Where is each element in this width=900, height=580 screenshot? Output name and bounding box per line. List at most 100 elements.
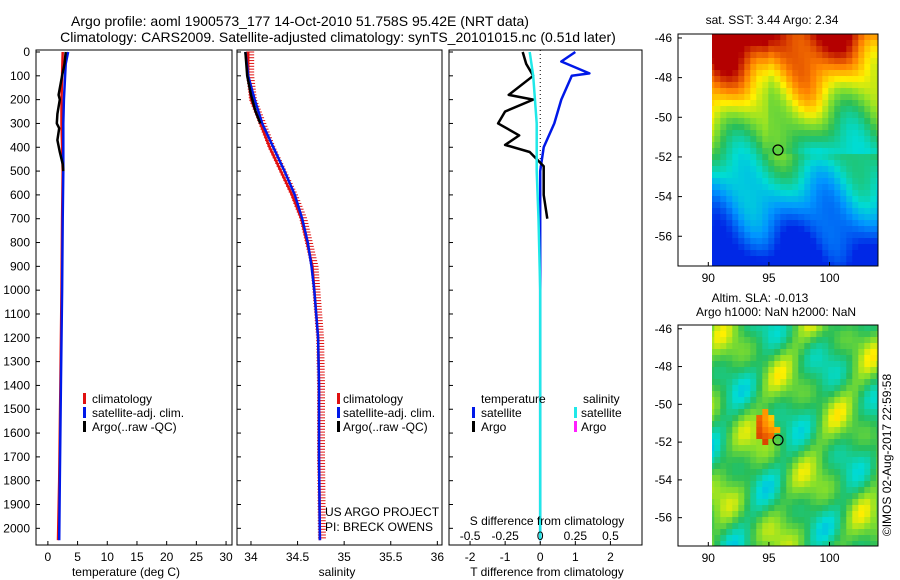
map-cell [768, 373, 775, 380]
map-cell [846, 511, 853, 518]
map-cell [786, 208, 793, 215]
map-cell [828, 142, 835, 149]
map-cell [870, 451, 877, 458]
map-cell [714, 190, 721, 197]
map-cell [816, 379, 823, 386]
map-cell [744, 511, 751, 518]
map-cell [828, 439, 835, 446]
map-cell [768, 325, 775, 332]
map-cell [780, 262, 787, 266]
map-cell [798, 517, 805, 524]
map-cell [732, 385, 739, 392]
map-cell [798, 397, 805, 404]
map-cell [786, 379, 793, 386]
map-cell [712, 250, 715, 257]
map-cell [828, 214, 835, 221]
map-cell [828, 391, 835, 398]
map-cell [870, 160, 877, 167]
map-cell [804, 439, 811, 446]
map-cell [714, 202, 721, 209]
map-cell [774, 88, 781, 95]
map-cell [712, 70, 715, 77]
map-cell [864, 403, 871, 410]
map-cell [864, 385, 871, 392]
map-cell [840, 457, 847, 464]
map-cell [810, 262, 817, 266]
map-cell [792, 379, 799, 386]
map-cell [732, 421, 739, 428]
map-cell [712, 148, 715, 155]
map-cell [798, 469, 805, 476]
map-cell [720, 154, 727, 161]
map-cell [828, 325, 835, 332]
map-cell [822, 184, 829, 191]
map-cell [714, 541, 721, 546]
map-cell [712, 178, 715, 185]
map-cell [732, 481, 739, 488]
map-cell [762, 331, 769, 338]
map-cell [798, 202, 805, 209]
map-cell [846, 343, 853, 350]
map-cell [846, 244, 853, 251]
map-cell [780, 178, 787, 185]
map-cell [762, 238, 769, 245]
map-cell [852, 409, 859, 416]
map-cell [780, 367, 787, 374]
map-cell [840, 34, 847, 41]
map-cell [798, 160, 805, 167]
map-cell [780, 349, 787, 356]
map-cell [732, 184, 739, 191]
map-cell [774, 94, 781, 101]
map-cell [810, 34, 817, 41]
map-cell [774, 190, 781, 197]
map-cell [828, 172, 835, 179]
map-cell [852, 40, 859, 47]
map-cell [786, 337, 793, 344]
map-cell [810, 349, 817, 356]
map-lat-tick: -50 [655, 397, 673, 411]
map-cell [870, 40, 877, 47]
map-cell [798, 106, 805, 113]
map-cell [858, 196, 865, 203]
map-cell [786, 160, 793, 167]
map-cell [792, 403, 799, 410]
map-cell [712, 58, 715, 65]
map-cell [816, 397, 823, 404]
map-cell [786, 226, 793, 233]
map-cell [768, 535, 775, 542]
map-cell [768, 232, 775, 239]
map-cell [714, 262, 721, 266]
map-cell [828, 517, 835, 524]
map-cell [816, 475, 823, 482]
map-cell [768, 52, 775, 59]
map-cell [714, 58, 721, 65]
map-cell [822, 487, 829, 494]
map-cell [738, 94, 745, 101]
map-cell [828, 475, 835, 482]
map-cell [726, 517, 733, 524]
map-cell [768, 88, 775, 95]
map-cell [798, 46, 805, 53]
map-cell [792, 523, 799, 530]
map-cell [732, 493, 739, 500]
map-cell [768, 196, 775, 203]
map-cell [858, 178, 865, 185]
map-cell [762, 325, 769, 332]
map-cell [816, 505, 823, 512]
map-cell [768, 112, 775, 119]
map-cell [840, 373, 847, 380]
map-cell [786, 70, 793, 77]
map-cell [726, 238, 733, 245]
map-cell [714, 244, 721, 251]
map-cell [738, 457, 745, 464]
map-cell [712, 226, 715, 233]
map-cell [726, 541, 733, 546]
map-cell [774, 355, 781, 362]
map-cell [726, 343, 733, 350]
map-cell [762, 415, 769, 422]
map-cell [720, 373, 727, 380]
map-cell [750, 202, 757, 209]
map-cell [756, 196, 763, 203]
map-cell [852, 160, 859, 167]
map-cell [774, 511, 781, 518]
